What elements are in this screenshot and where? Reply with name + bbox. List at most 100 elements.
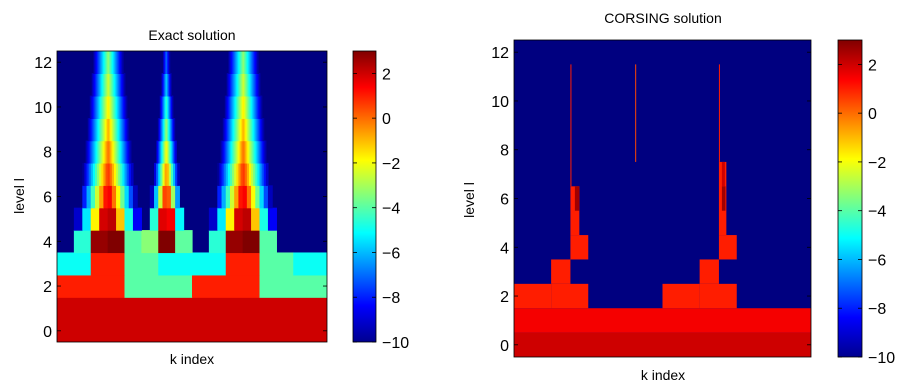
heatmap-cell [124, 140, 127, 164]
heatmap-cell [103, 162, 107, 186]
heatmap-cell [126, 162, 130, 186]
heatmap-cell [86, 185, 92, 209]
heatmap-cell [217, 207, 227, 231]
heatmap-cell [228, 140, 231, 164]
heatmap-cell [109, 140, 112, 164]
heatmap-cell [221, 185, 227, 209]
colorbar-tick-label: −4 [868, 204, 886, 221]
heatmap-cell [107, 230, 126, 254]
heatmap-cell [265, 162, 269, 186]
panel-exact: Exact solution 0 2 4 6 8 10 12 k index level l… [11, 27, 409, 367]
heatmap-cell [233, 140, 235, 164]
heatmap-cell [261, 140, 264, 164]
heatmap-cell [236, 162, 240, 186]
heatmap-cell [221, 162, 225, 186]
heatmap-cell [88, 162, 92, 186]
heatmap-cell [175, 140, 177, 164]
heatmap-cell [221, 140, 224, 164]
heatmap-cell [224, 140, 227, 164]
heatmap-cell [240, 162, 244, 186]
heatmap-cell [260, 140, 263, 164]
heatmap-cell [239, 140, 242, 164]
heatmap-cell [109, 162, 113, 186]
heatmap-cell [662, 283, 700, 309]
heatmap-cell [222, 140, 225, 164]
heatmap-cell [116, 140, 118, 164]
heatmap-cell [110, 140, 113, 164]
heatmap-cell [125, 140, 128, 164]
heatmap-cell [699, 283, 737, 309]
heatmap-cell [244, 162, 248, 186]
heatmap-cell [225, 230, 244, 254]
heatmap-cell [174, 118, 176, 142]
heatmap-cell [101, 162, 105, 186]
heatmap-cell [158, 207, 168, 231]
colorbar-corsing [837, 39, 863, 358]
y-tick-label: 0 [500, 338, 509, 355]
ylabel-corsing: level l [461, 182, 477, 218]
heatmap-cell [256, 140, 258, 164]
heatmap-cell [91, 140, 94, 164]
heatmap-cell [124, 252, 159, 276]
heatmap-cell [85, 140, 88, 164]
heatmap-cell [227, 140, 230, 164]
heatmap-cell [251, 140, 253, 164]
heatmap-cell [94, 162, 98, 186]
heatmap-cell [129, 140, 132, 164]
xlabel-corsing: k index [641, 367, 685, 383]
heatmap-cell [255, 140, 257, 164]
heatmap-cell [121, 140, 123, 164]
heatmap-cell [156, 162, 159, 186]
heatmap-cell [250, 140, 252, 164]
heatmap-cell [124, 230, 142, 254]
xlabel-exact: k index [170, 351, 214, 367]
heatmap-cell [128, 118, 130, 142]
heatmap-cell [257, 140, 260, 164]
heatmap-corsing [514, 40, 811, 357]
heatmap-cell [97, 140, 99, 164]
colorbar-tick-label: −4 [382, 201, 400, 218]
heatmap-cell [98, 140, 100, 164]
colorbar-tick-label: 0 [382, 111, 391, 128]
heatmap-cell [267, 185, 273, 209]
heatmap-cell [234, 207, 244, 231]
heatmap-cell [73, 230, 92, 254]
heatmap-cell [86, 162, 90, 186]
heatmap-cell [253, 162, 256, 186]
heatmap-cell [111, 185, 117, 209]
heatmap-cell [225, 252, 261, 276]
title-corsing: CORSING solution [604, 10, 721, 26]
heatmap-cell [164, 162, 168, 186]
heatmap-cell [177, 162, 180, 186]
heatmap-cell [234, 162, 237, 186]
heatmap-cell [242, 162, 246, 186]
heatmap-cell [122, 162, 126, 186]
heatmap-cell [107, 140, 110, 164]
heatmap-cell [120, 140, 122, 164]
heatmap-cell [116, 207, 126, 231]
heatmap-cell [219, 162, 223, 186]
heatmap-cell [242, 207, 252, 231]
heatmap-cell [246, 185, 252, 209]
y-tick-label: 8 [500, 143, 509, 160]
y-tick-label: 8 [43, 145, 52, 162]
y-ticks-corsing: 0 2 4 6 8 10 12 [491, 45, 811, 355]
y-tick-label: 6 [500, 192, 509, 209]
heatmap-cell [88, 140, 91, 164]
heatmap-cell [574, 186, 580, 211]
heatmap-cell [120, 162, 123, 186]
heatmap-cell [175, 207, 185, 231]
y-tick-label: 2 [43, 279, 52, 296]
heatmap-cell [158, 230, 176, 254]
heatmap-cell [116, 162, 119, 186]
heatmap-cell [570, 235, 589, 260]
colorbar-tick-label: −10 [382, 335, 409, 352]
heatmap-cell [117, 140, 119, 164]
heatmap-cell [111, 140, 114, 164]
heatmap-cell [551, 283, 589, 309]
heatmap-cell [158, 140, 160, 164]
heatmap-cell [160, 140, 163, 164]
heatmap-cell [248, 162, 252, 186]
heatmap-cell [551, 259, 571, 284]
